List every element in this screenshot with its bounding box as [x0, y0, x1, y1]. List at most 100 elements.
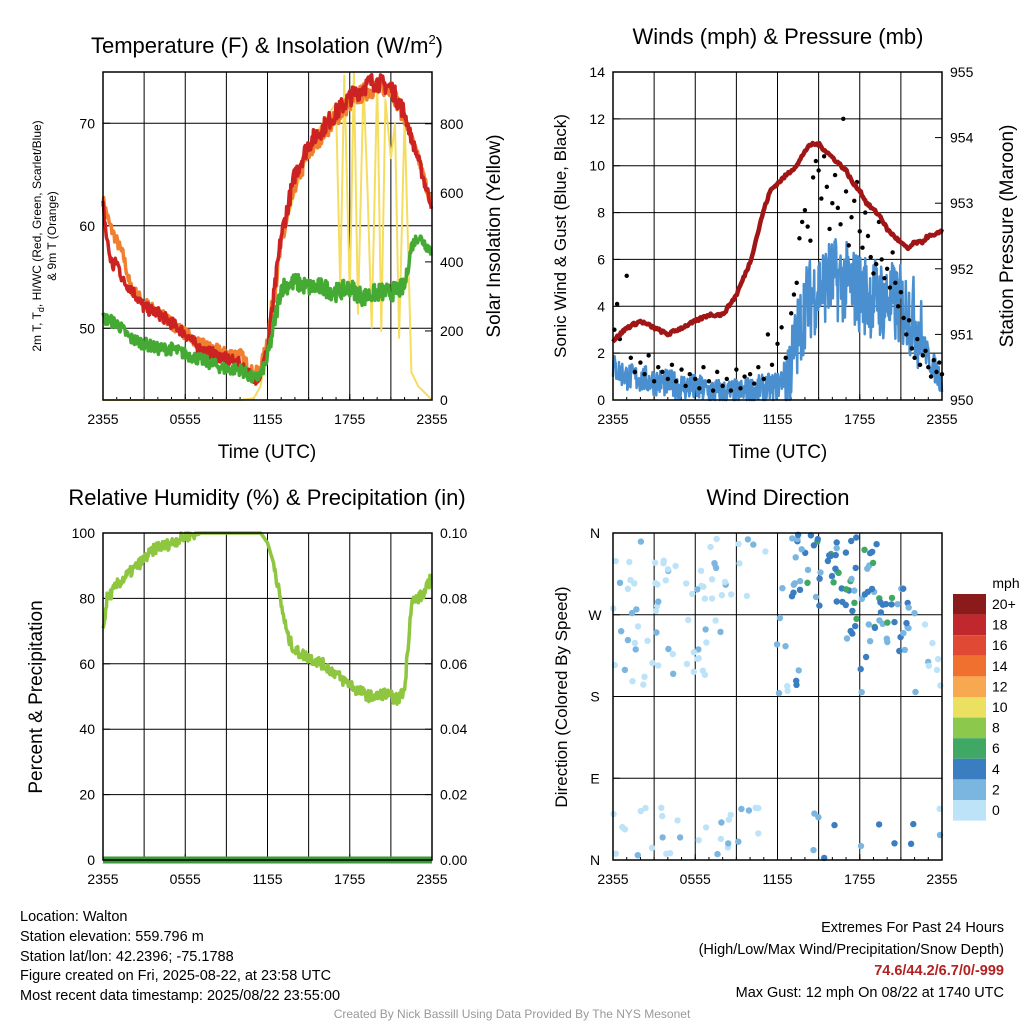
direction-point	[735, 838, 742, 845]
direction-point	[660, 560, 667, 567]
direction-point	[858, 595, 866, 602]
legend-title: mph	[992, 575, 1019, 591]
direction-point	[703, 639, 710, 646]
gust-point	[701, 365, 706, 370]
direction-point	[869, 548, 876, 555]
direction-point	[814, 535, 821, 543]
direction-point	[670, 670, 677, 677]
direction-point	[843, 586, 850, 593]
recent-data-text: Most recent data timestamp: 2025/08/22 2…	[20, 988, 341, 1005]
gust-point	[669, 362, 675, 368]
temp-y-tick-label: 50	[79, 320, 95, 336]
direction-point	[789, 535, 796, 542]
direction-point	[875, 821, 883, 828]
gust-point	[857, 229, 862, 234]
direction-point	[798, 546, 805, 553]
direction-point	[933, 666, 941, 674]
direction-point	[621, 666, 629, 674]
gust-point	[838, 222, 843, 227]
direction-point	[888, 601, 895, 608]
direction-point	[812, 593, 820, 601]
direction-point	[884, 619, 891, 626]
direction-point	[912, 688, 919, 696]
direction-point	[866, 638, 874, 645]
gust-point	[920, 353, 926, 358]
gust-point	[841, 116, 846, 122]
credit-text: Created By Nick Bassill Using Data Provi…	[333, 1007, 691, 1021]
x-tick-label: 0555	[680, 411, 711, 427]
x-tick-label: 2355	[926, 411, 957, 427]
direction-point	[796, 586, 804, 593]
x-tick-label: 0555	[170, 411, 201, 427]
pressure-y-tick-label: 952	[950, 261, 974, 277]
direction-point	[626, 558, 633, 566]
direction-point	[779, 585, 786, 592]
gust-point	[791, 292, 797, 297]
direction-point	[815, 814, 822, 821]
elevation-text: Station elevation: 559.796 m	[20, 928, 204, 945]
direction-point	[711, 560, 718, 567]
direction-point	[775, 689, 783, 697]
direction-point	[877, 599, 884, 606]
gust-point	[835, 205, 841, 211]
direction-point	[795, 667, 802, 674]
gust-point	[865, 233, 871, 239]
precip-y-tick-label: 0.04	[440, 721, 467, 737]
direction-point	[755, 805, 762, 812]
direction-point	[857, 842, 865, 850]
gust-point	[901, 315, 906, 321]
direction-point	[694, 586, 701, 593]
direction-point	[653, 629, 660, 636]
legend-label: 16	[992, 637, 1008, 653]
direction-point	[810, 846, 817, 854]
gust-point	[632, 369, 638, 375]
direction-point	[925, 662, 932, 669]
gust-point	[789, 311, 794, 316]
insolation-y-tick-label: 0	[440, 392, 448, 408]
winds-chart-title: Winds (mph) & Pressure (mb)	[633, 24, 924, 49]
legend-swatch	[953, 758, 986, 780]
direction-point	[851, 587, 858, 594]
legend-label: 12	[992, 678, 1008, 694]
direction-point	[676, 834, 684, 841]
extremes-values: 74.6/44.2/6.7/0/-999	[874, 963, 1004, 979]
gust-point	[887, 285, 893, 290]
x-tick-label: 1155	[762, 871, 792, 887]
gust-point	[799, 219, 805, 225]
direction-point	[641, 673, 648, 680]
gust-point	[917, 362, 923, 368]
gust-point	[614, 301, 620, 307]
dir-y-tick-label: N	[590, 852, 600, 868]
direction-point	[717, 835, 725, 843]
direction-point	[900, 585, 907, 592]
precip-y-tick-label: 0.02	[440, 787, 467, 803]
gust-point	[642, 372, 647, 377]
direction-point	[717, 628, 724, 636]
rh-y-tick-label: 20	[79, 787, 95, 803]
direction-point	[718, 819, 725, 826]
gust-point	[882, 275, 887, 281]
direction-point	[690, 668, 697, 675]
direction-point	[911, 610, 918, 617]
x-tick-label: 0555	[680, 871, 711, 887]
direction-point	[896, 647, 903, 655]
direction-point	[745, 807, 753, 814]
gust-point	[724, 376, 729, 382]
direction-point	[788, 593, 796, 600]
gust-point	[832, 172, 838, 178]
x-tick-label: 2355	[926, 871, 957, 887]
direction-point	[905, 604, 912, 611]
gust-point	[808, 238, 813, 243]
plot-border	[612, 532, 943, 861]
legend-label: 2	[992, 781, 1000, 797]
rh-y-tick-label: 0	[87, 852, 95, 868]
gust-point	[747, 372, 753, 377]
gust-point	[679, 367, 684, 372]
direction-point	[900, 629, 907, 637]
direction-point	[894, 601, 901, 608]
station-info: Location: Walton Station elevation: 559.…	[20, 908, 340, 1007]
gust-point	[931, 357, 936, 363]
direction-point	[637, 538, 645, 545]
gust-point	[738, 386, 743, 391]
wind-y-tick-label: 14	[589, 64, 605, 80]
